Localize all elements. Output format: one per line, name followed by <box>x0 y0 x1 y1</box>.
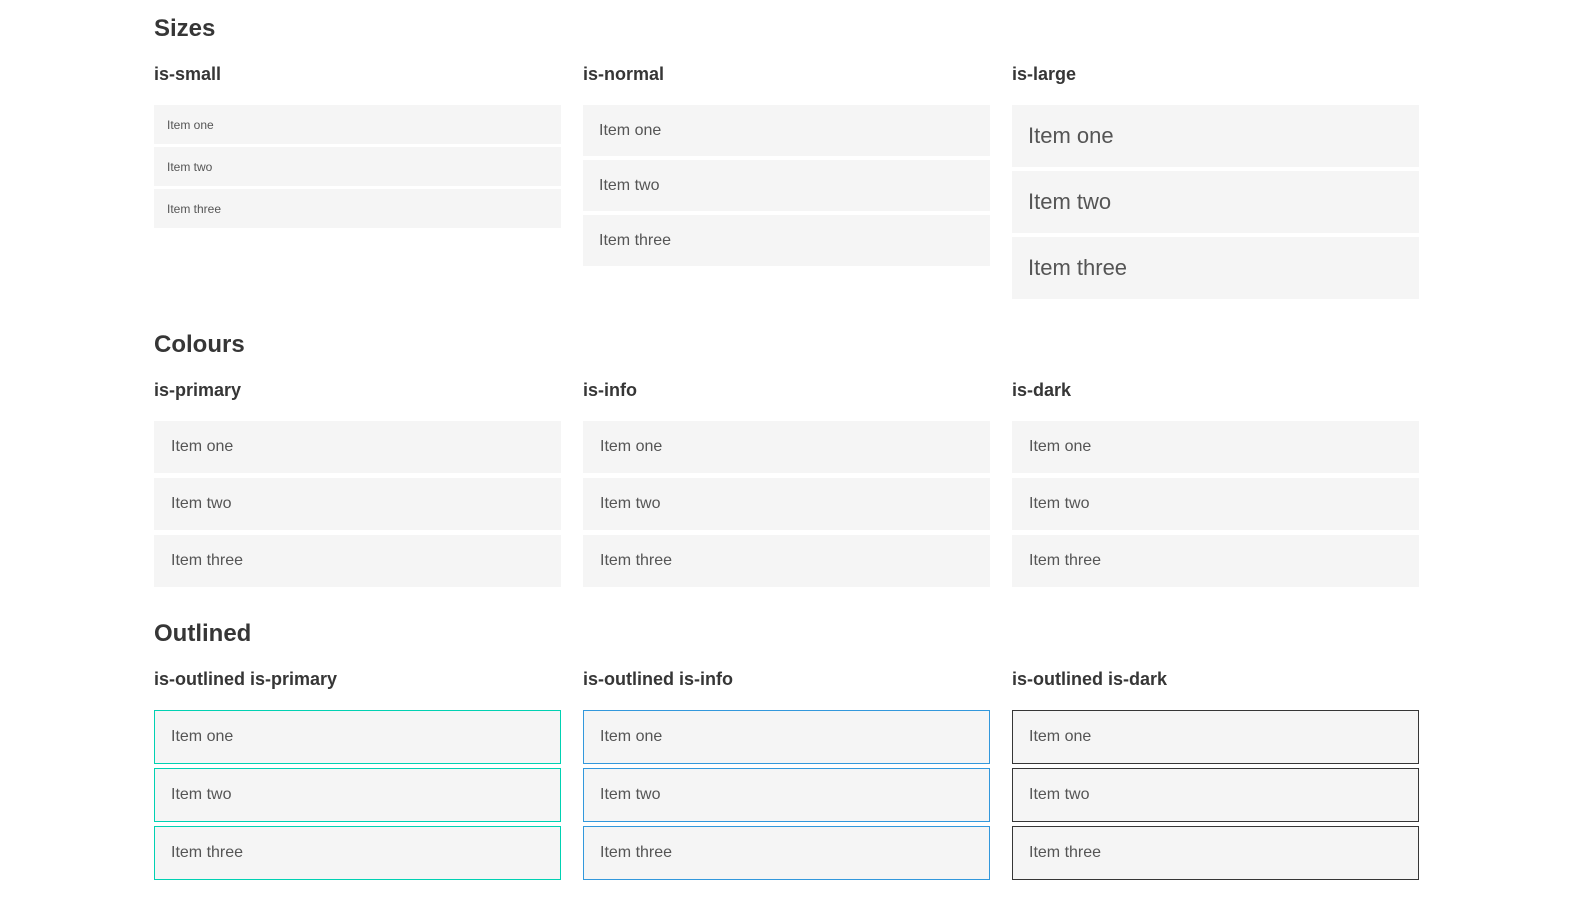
column-is-outlined-is-dark: is-outlined is-dark Item one Item two It… <box>1012 668 1419 884</box>
colours-columns: is-primary Item one Item two Item three … <box>154 379 1419 592</box>
column-heading-is-info: is-info <box>583 380 637 400</box>
column-is-outlined-is-info: is-outlined is-info Item one Item two It… <box>583 668 990 884</box>
list-item: Item two <box>1012 768 1419 822</box>
section-colours: Colours is-primary Item one Item two Ite… <box>154 330 1419 592</box>
list-item: Item one <box>154 105 561 144</box>
list-item: Item three <box>1012 826 1419 880</box>
sizes-columns: is-small Item one Item two Item three is… <box>154 63 1419 303</box>
section-title-sizes: Sizes <box>154 15 216 42</box>
column-heading-is-outlined-is-info: is-outlined is-info <box>583 669 733 689</box>
block-list-dark: Item one Item two Item three <box>1012 421 1419 587</box>
list-item: Item two <box>1012 171 1419 233</box>
list-item: Item one <box>583 421 990 473</box>
outlined-columns: is-outlined is-primary Item one Item two… <box>154 668 1419 884</box>
block-list-outlined-info: Item one Item two Item three <box>583 710 990 880</box>
list-item: Item two <box>583 160 990 211</box>
column-heading-is-dark: is-dark <box>1012 380 1072 400</box>
column-is-small: is-small Item one Item two Item three <box>154 63 561 303</box>
block-list-normal: Item one Item two Item three <box>583 105 990 266</box>
list-item: Item two <box>1012 478 1419 530</box>
list-item: Item one <box>154 710 561 764</box>
list-item: Item two <box>583 478 990 530</box>
list-item: Item three <box>1012 237 1419 299</box>
column-is-primary: is-primary Item one Item two Item three <box>154 379 561 592</box>
block-list-large: Item one Item two Item three <box>1012 105 1419 299</box>
list-item: Item one <box>1012 421 1419 473</box>
block-list-primary: Item one Item two Item three <box>154 421 561 587</box>
list-item: Item three <box>583 826 990 880</box>
column-heading-is-small: is-small <box>154 64 222 84</box>
list-item: Item one <box>583 710 990 764</box>
section-title-outlined: Outlined <box>154 620 252 647</box>
column-heading-is-outlined-is-primary: is-outlined is-primary <box>154 669 338 689</box>
section-sizes: Sizes is-small Item one Item two Item th… <box>154 14 1419 303</box>
column-heading-is-large: is-large <box>1012 64 1077 84</box>
section-outlined: Outlined is-outlined is-primary Item one… <box>154 619 1419 884</box>
list-item: Item three <box>154 826 561 880</box>
list-item: Item two <box>154 478 561 530</box>
list-item: Item one <box>1012 105 1419 167</box>
list-item: Item three <box>154 535 561 587</box>
section-title-colours: Colours <box>154 331 245 358</box>
list-item: Item three <box>583 535 990 587</box>
column-is-outlined-is-primary: is-outlined is-primary Item one Item two… <box>154 668 561 884</box>
column-is-info: is-info Item one Item two Item three <box>583 379 990 592</box>
column-heading-is-outlined-is-dark: is-outlined is-dark <box>1012 669 1168 689</box>
column-is-large: is-large Item one Item two Item three <box>1012 63 1419 303</box>
list-item: Item one <box>583 105 990 156</box>
block-list-outlined-primary: Item one Item two Item three <box>154 710 561 880</box>
list-item: Item one <box>154 421 561 473</box>
list-item: Item two <box>154 768 561 822</box>
block-list-info: Item one Item two Item three <box>583 421 990 587</box>
list-item: Item two <box>154 147 561 186</box>
list-item: Item three <box>154 189 561 228</box>
list-item: Item one <box>1012 710 1419 764</box>
column-heading-is-primary: is-primary <box>154 380 242 400</box>
block-list-outlined-dark: Item one Item two Item three <box>1012 710 1419 880</box>
column-is-normal: is-normal Item one Item two Item three <box>583 63 990 303</box>
block-list-small: Item one Item two Item three <box>154 105 561 228</box>
column-heading-is-normal: is-normal <box>583 64 665 84</box>
list-item: Item three <box>583 215 990 266</box>
list-item: Item three <box>1012 535 1419 587</box>
column-is-dark: is-dark Item one Item two Item three <box>1012 379 1419 592</box>
list-item: Item two <box>583 768 990 822</box>
